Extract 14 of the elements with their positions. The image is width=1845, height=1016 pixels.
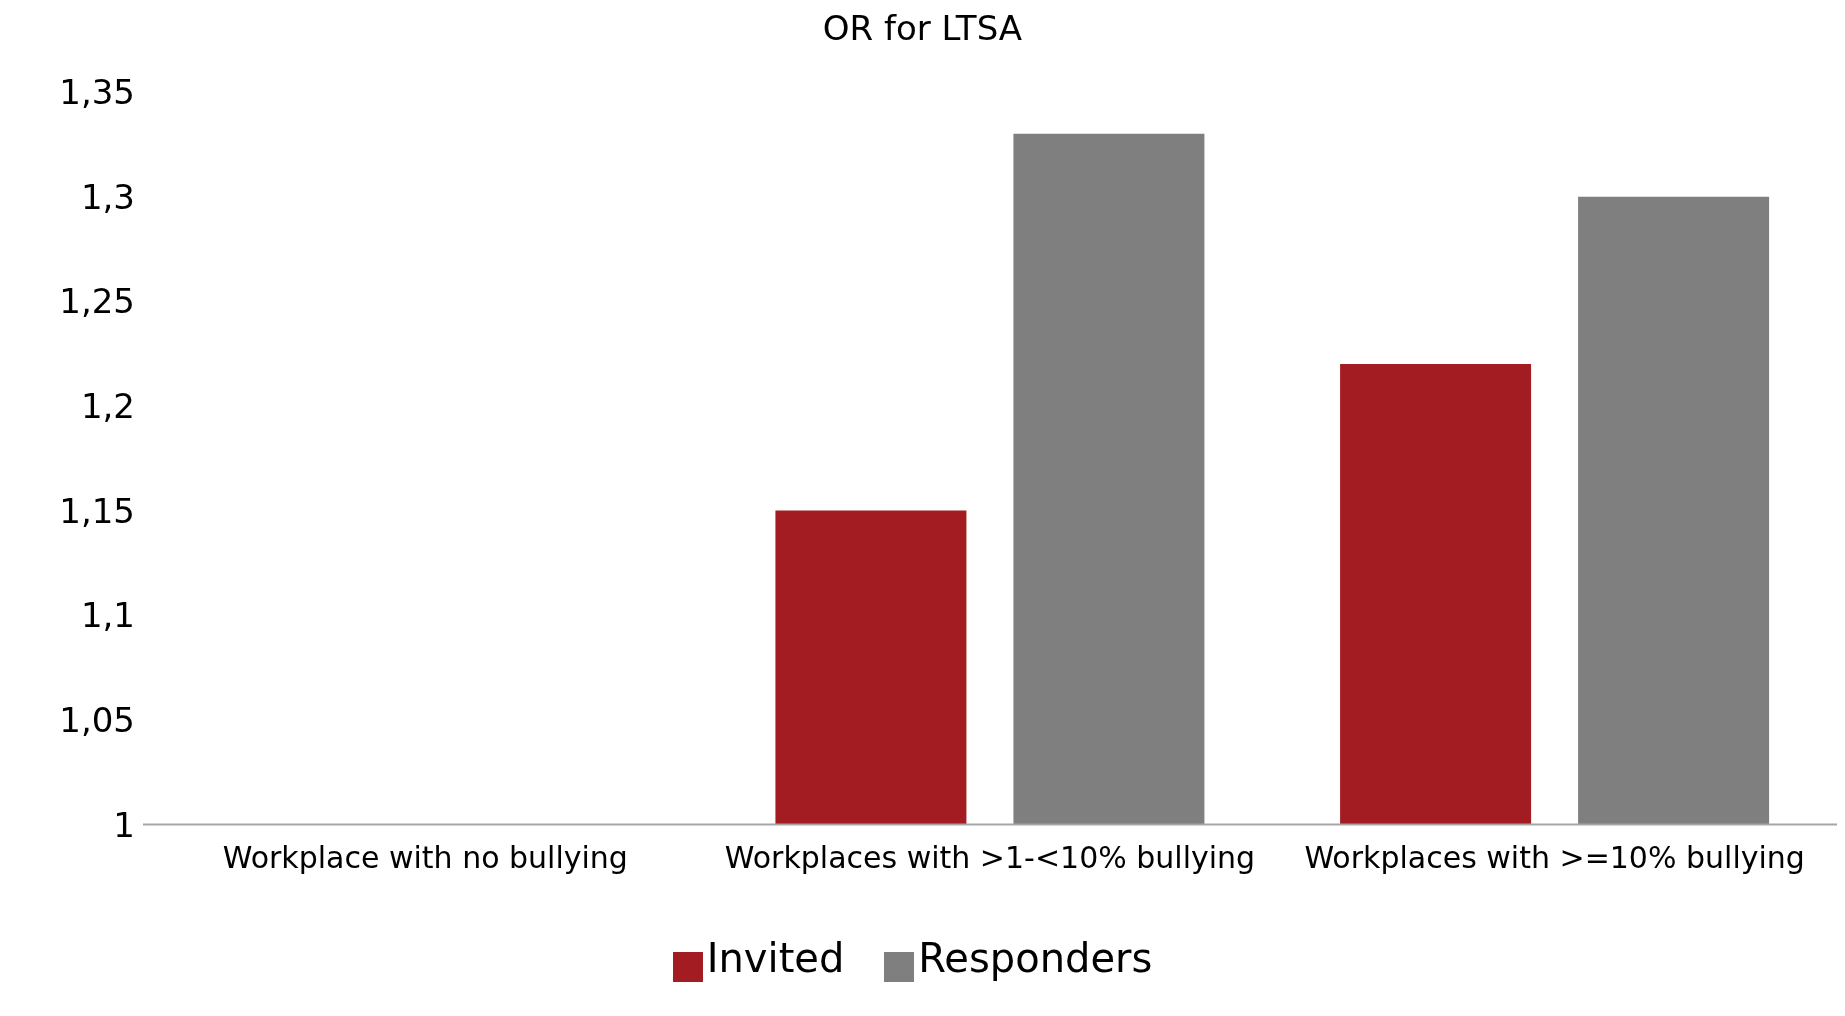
x-tick-label: Workplaces with >1-<10% bullying bbox=[724, 839, 1256, 875]
y-tick-label: 1,25 bbox=[59, 281, 135, 322]
legend-label: Invited bbox=[706, 934, 845, 981]
y-tick-label: 1,35 bbox=[59, 72, 135, 113]
y-tick-label: 1,05 bbox=[59, 699, 135, 740]
y-tick-label: 1 bbox=[113, 804, 135, 845]
legend-label: Responders bbox=[918, 934, 1153, 981]
y-tick-label: 1,15 bbox=[59, 490, 135, 531]
x-tick-label: Workplaces with >=10% bullying bbox=[1304, 839, 1805, 875]
chart-title: OR for LTSA bbox=[821, 8, 1024, 50]
y-tick-label: 1,1 bbox=[80, 595, 135, 636]
y-tick-label: 1,2 bbox=[80, 386, 135, 426]
y-tick-label: 1,3 bbox=[80, 176, 135, 217]
x-tick-label: Workplace with no bullying bbox=[222, 839, 628, 875]
